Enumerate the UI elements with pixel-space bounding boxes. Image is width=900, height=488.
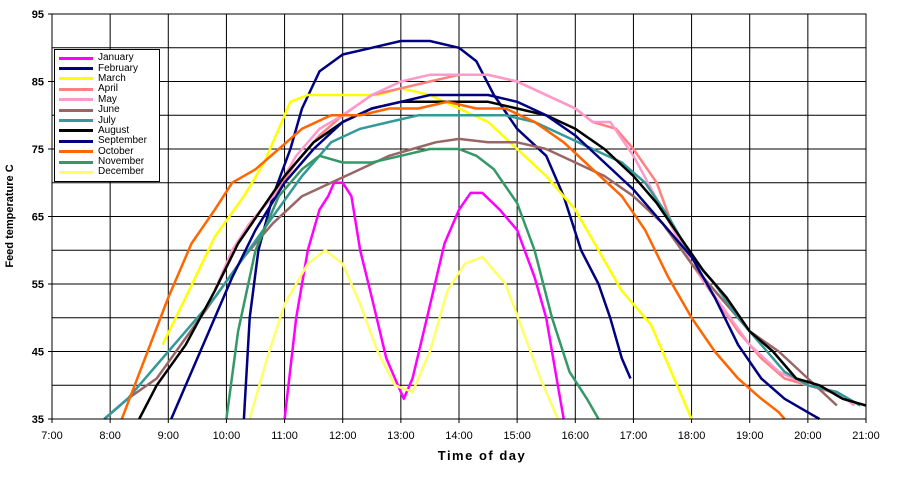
x-tick-label: 15:00	[503, 430, 531, 442]
legend-swatch	[59, 119, 93, 123]
legend-label: February	[98, 62, 139, 74]
series-line-september	[170, 93, 821, 421]
series-line-october	[120, 100, 786, 420]
legend-item-may: May	[59, 93, 159, 105]
legend-swatch	[59, 108, 93, 112]
legend-item-july: July	[59, 115, 159, 125]
legend-label: October	[98, 145, 134, 157]
x-tick-label: 18:00	[678, 430, 706, 442]
legend-item-september: September	[59, 136, 159, 146]
y-tick-label: 85	[32, 77, 44, 89]
series-line-december	[248, 249, 559, 420]
y-axis-label: Feed temperature C	[4, 164, 16, 268]
x-tick-label: 21:00	[852, 430, 880, 442]
x-tick-label: 16:00	[562, 430, 590, 442]
series-line-november	[225, 147, 600, 420]
legend-swatch	[59, 160, 93, 164]
x-tick-label: 13:00	[387, 430, 415, 442]
x-axis-label: Time of day	[437, 448, 527, 463]
legend-item-february: February	[59, 63, 159, 73]
legend-item-november: November	[59, 157, 159, 167]
series-line-february	[242, 39, 632, 420]
y-tick-label: 65	[32, 212, 44, 224]
legend-item-march: March	[59, 72, 159, 84]
series-line-june	[103, 137, 838, 420]
legend-item-december: December	[59, 167, 159, 177]
x-tick-label: 9:00	[158, 430, 179, 442]
legend-label: March	[98, 72, 126, 84]
axes	[48, 13, 867, 423]
series-lines	[103, 39, 867, 421]
legend-label: April	[98, 83, 119, 95]
legend-swatch	[59, 87, 93, 91]
legend-swatch	[59, 77, 93, 81]
x-tick-label: 12:00	[329, 430, 357, 442]
x-tick-label: 19:00	[736, 430, 764, 442]
legend-label: December	[98, 166, 145, 178]
legend-swatch	[59, 170, 93, 174]
y-tick-label: 55	[32, 279, 44, 291]
series-line-august	[138, 100, 867, 420]
y-tick-label: 95	[32, 9, 44, 21]
x-tick-labels: 7:00 8:00 9:00 10:00 11:00 12:00 13:00 14:00 15:…	[41, 430, 879, 442]
legend-swatch	[59, 98, 93, 102]
series-line-january	[283, 181, 565, 420]
x-tick-label: 10:00	[213, 430, 241, 442]
legend-label: July	[98, 114, 116, 126]
series-line-march	[161, 87, 693, 420]
legend-item-october: October	[59, 145, 159, 157]
legend-swatch	[59, 139, 93, 143]
x-tick-label: 7:00	[41, 430, 62, 442]
y-tick-label: 75	[32, 144, 44, 156]
legend-item-august: August	[59, 124, 159, 136]
x-tick-label: 8:00	[99, 430, 120, 442]
legend-swatch	[59, 67, 93, 71]
y-tick-label: 45	[32, 347, 44, 359]
legend-label: January	[98, 52, 134, 64]
y-tick-labels: 35 45 55 65 75 85 95	[32, 9, 44, 426]
legend: January February March April May June July Augu…	[54, 49, 160, 182]
legend-label: September	[98, 135, 147, 147]
legend-label: May	[98, 93, 117, 105]
legend-label: August	[98, 124, 130, 136]
legend-swatch	[59, 150, 93, 154]
series-line-may	[213, 73, 856, 407]
legend-item-april: April	[59, 84, 159, 94]
x-tick-label: 20:00	[794, 430, 822, 442]
legend-swatch	[59, 129, 93, 133]
legend-label: November	[98, 156, 145, 168]
x-tick-label: 14:00	[445, 430, 473, 442]
legend-swatch	[59, 56, 93, 60]
legend-item-june: June	[59, 105, 159, 115]
x-tick-label: 17:00	[620, 430, 648, 442]
legend-item-january: January	[59, 53, 159, 63]
y-tick-label: 35	[32, 414, 44, 426]
series-line-april	[213, 73, 850, 400]
legend-label: June	[98, 104, 120, 116]
x-tick-label: 11:00	[271, 430, 298, 442]
